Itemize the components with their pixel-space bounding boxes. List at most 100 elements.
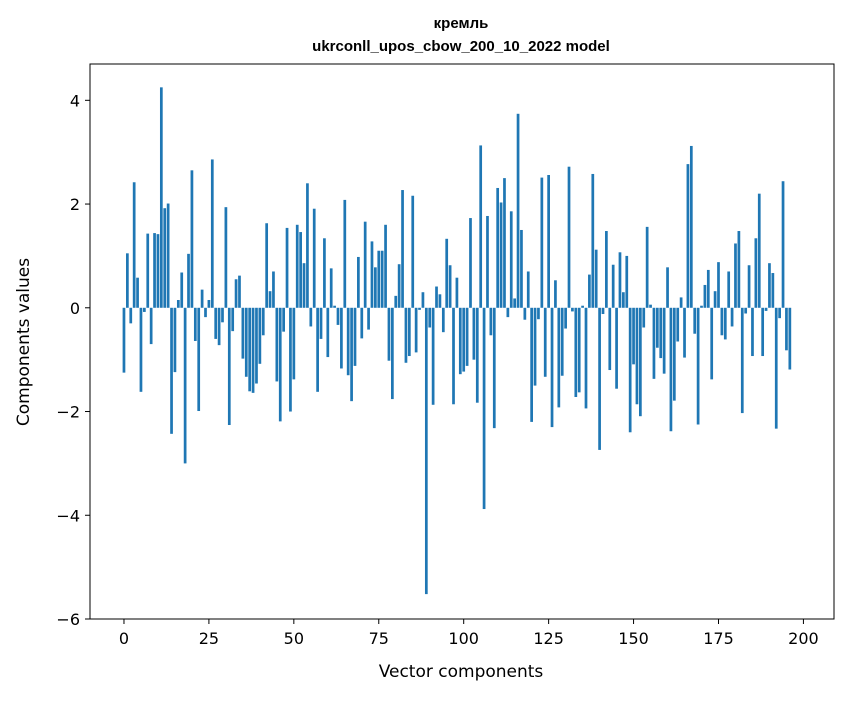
bar	[652, 307, 656, 379]
bar	[635, 307, 639, 405]
bar	[557, 307, 561, 408]
bar	[723, 307, 727, 340]
chart-subtitle: ukrconll_upos_cbow_200_10_2022 model	[312, 38, 610, 55]
bar	[506, 307, 510, 318]
bar	[190, 170, 194, 308]
bar	[319, 307, 323, 339]
y-tick-label: 2	[70, 195, 80, 214]
bar	[523, 307, 527, 320]
bar	[475, 307, 479, 403]
bar	[370, 241, 374, 308]
bar	[632, 307, 635, 365]
bar	[530, 307, 533, 422]
x-tick-label: 75	[369, 629, 389, 648]
bar	[520, 229, 523, 308]
bar	[292, 307, 296, 380]
bar	[126, 253, 129, 308]
bar	[299, 232, 302, 308]
bar	[336, 307, 340, 325]
bar	[360, 307, 364, 339]
bar	[435, 286, 438, 308]
bar	[326, 307, 330, 358]
bar	[391, 307, 394, 400]
bar	[200, 289, 204, 308]
bar	[146, 233, 150, 308]
bar	[465, 307, 469, 366]
bar	[149, 307, 153, 345]
bar	[428, 307, 432, 328]
bar	[394, 295, 398, 308]
bar	[489, 307, 493, 336]
bars-group	[122, 87, 792, 595]
bar	[295, 224, 299, 308]
bar	[173, 307, 177, 373]
bar	[700, 305, 703, 308]
bar	[469, 218, 472, 308]
bar	[730, 307, 734, 327]
bar	[761, 307, 765, 357]
bar	[581, 305, 584, 308]
bar	[496, 187, 500, 308]
bar	[166, 203, 170, 308]
bar	[622, 292, 625, 308]
bar	[533, 307, 537, 386]
bar	[153, 233, 156, 308]
bar	[421, 292, 425, 308]
bar	[278, 307, 282, 422]
y-tick-label: −6	[56, 610, 80, 629]
bar	[771, 273, 775, 308]
bar	[424, 307, 428, 595]
bar	[492, 307, 496, 429]
bar	[316, 307, 319, 392]
bar	[482, 307, 486, 510]
bar	[778, 307, 781, 319]
bar	[645, 226, 649, 308]
bar	[785, 307, 788, 351]
bar	[285, 227, 289, 308]
bar	[584, 307, 588, 409]
bar	[377, 250, 381, 308]
bar	[445, 238, 449, 308]
bar	[727, 271, 731, 308]
bar	[251, 307, 255, 393]
bar	[418, 307, 421, 310]
bar	[550, 307, 554, 428]
x-tick-label: 175	[703, 629, 734, 648]
bar	[282, 307, 285, 332]
bar	[183, 307, 187, 464]
bar	[122, 307, 126, 373]
bar	[642, 307, 646, 328]
bar	[618, 252, 622, 308]
bar	[564, 307, 567, 329]
bar	[261, 307, 265, 336]
bar	[455, 277, 459, 308]
bar	[438, 294, 442, 308]
bar	[238, 275, 241, 308]
bar	[221, 307, 224, 323]
bar	[662, 307, 666, 374]
bar	[340, 307, 343, 369]
bar	[740, 307, 744, 414]
y-tick-label: 4	[70, 91, 80, 110]
x-axis-ticks: 0 25 50 75 100 125 150 175 200	[119, 619, 819, 648]
bar	[309, 307, 313, 327]
bar	[289, 307, 292, 412]
x-tick-label: 125	[533, 629, 564, 648]
bar	[244, 307, 248, 377]
x-tick-label: 50	[284, 629, 304, 648]
bar	[513, 298, 517, 308]
bar	[751, 307, 754, 357]
bar	[346, 307, 350, 376]
bar	[686, 164, 690, 308]
bar	[258, 307, 262, 364]
bar	[448, 265, 452, 308]
bar	[537, 307, 540, 320]
bar	[540, 177, 544, 308]
bar	[594, 249, 598, 308]
bar	[717, 262, 720, 308]
x-tick-label: 100	[448, 629, 479, 648]
bar	[693, 307, 697, 334]
bar	[788, 307, 792, 370]
x-tick-label: 25	[199, 629, 219, 648]
bar	[224, 207, 228, 308]
